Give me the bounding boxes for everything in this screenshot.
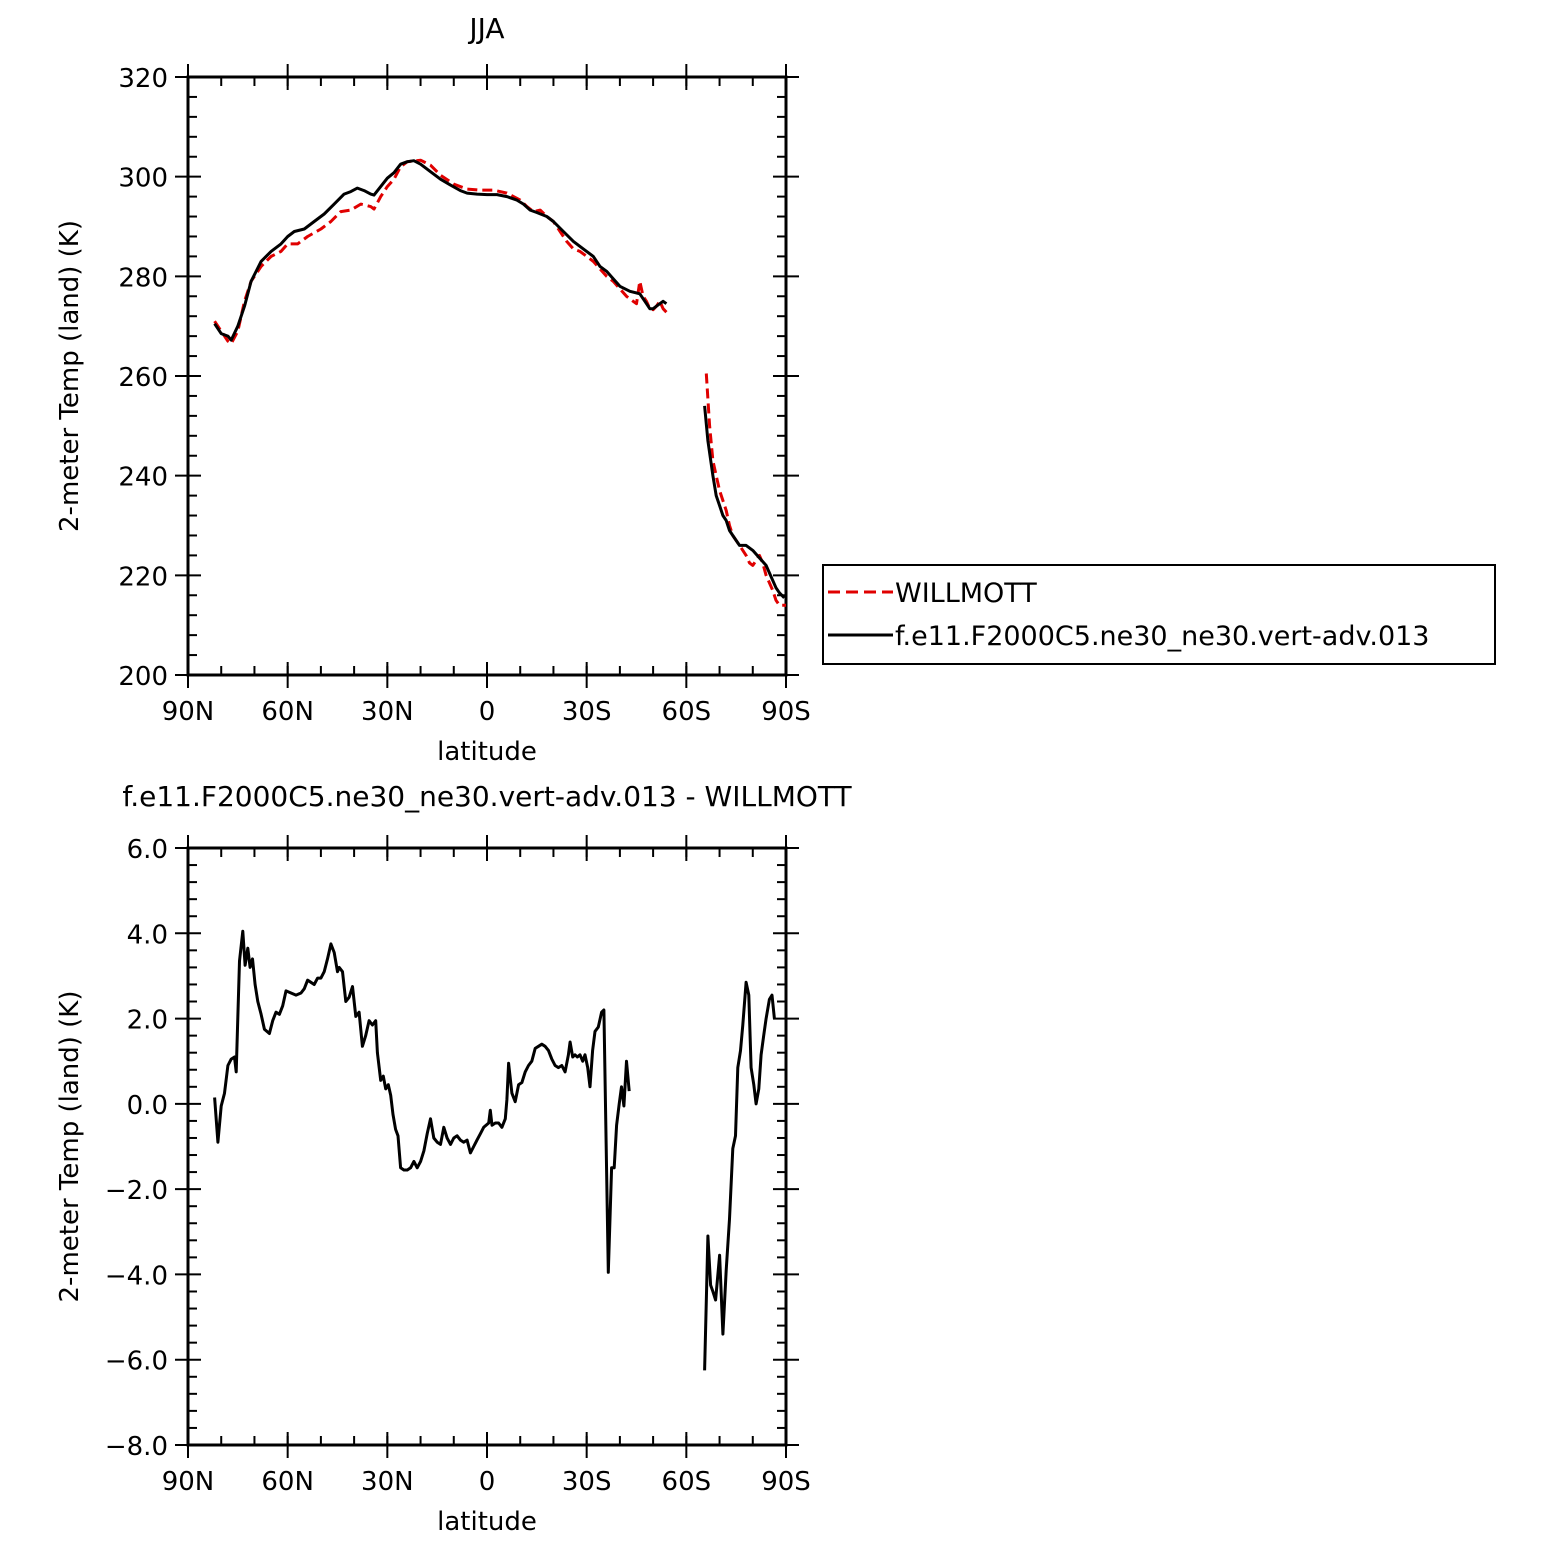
x-tick-label: 60N bbox=[261, 697, 314, 727]
plot-frame bbox=[186, 75, 788, 677]
x-tick-label: 30S bbox=[562, 1467, 612, 1497]
x-tick-label: 0 bbox=[479, 1467, 496, 1497]
y-tick-label: −4.0 bbox=[105, 1261, 168, 1291]
x-tick-label: 60S bbox=[662, 697, 712, 727]
series-line-willmott bbox=[213, 158, 668, 346]
bottom-chart-title: f.e11.F2000C5.ne30_ne30.vert-adv.013 - W… bbox=[122, 780, 852, 813]
series-line-willmott bbox=[704, 373, 786, 607]
series-line-model bbox=[703, 980, 776, 1371]
difference-chart: 90N 60N 30N 0 30S 60S 90S −8.0 −6.0 −4.0 −2.0 0.0 2.… bbox=[55, 835, 811, 1537]
y-tick-label: 300 bbox=[118, 164, 168, 194]
x-tick-label: 90S bbox=[761, 1467, 811, 1497]
x-tick-label: 60N bbox=[261, 1467, 314, 1497]
y-tick-label: 200 bbox=[118, 662, 168, 692]
x-axis-label: latitude bbox=[437, 737, 537, 767]
top-chart-title: JJA bbox=[467, 12, 504, 45]
y-tick-label: 0.0 bbox=[127, 1091, 168, 1121]
y-tick-label: 6.0 bbox=[127, 835, 168, 865]
y-tick-label: 220 bbox=[118, 562, 168, 592]
y-tick-label: −2.0 bbox=[105, 1176, 168, 1206]
legend-label-model: f.e11.F2000C5.ne30_ne30.vert-adv.013 bbox=[895, 621, 1429, 652]
x-tick-label: 0 bbox=[479, 697, 496, 727]
series-line-model bbox=[703, 405, 786, 599]
y-tick-label: 320 bbox=[118, 64, 168, 94]
series-line-model bbox=[213, 159, 668, 342]
y-tick-label: −6.0 bbox=[105, 1347, 168, 1377]
x-tick-label: 90N bbox=[162, 697, 215, 727]
legend-label-willmott: WILLMOTT bbox=[895, 578, 1037, 609]
y-tick-label: 240 bbox=[118, 463, 168, 493]
x-axis-label: latitude bbox=[437, 1507, 537, 1537]
y-tick-label: 260 bbox=[118, 363, 168, 393]
y-axis-label: 2-meter Temp (land) (K) bbox=[55, 991, 85, 1303]
x-tick-label: 30N bbox=[361, 1467, 414, 1497]
plot-frame bbox=[186, 846, 788, 1447]
y-axis-label: 2-meter Temp (land) (K) bbox=[55, 220, 85, 532]
legend-box bbox=[822, 564, 1496, 665]
y-tick-label: −8.0 bbox=[105, 1432, 168, 1462]
x-tick-label: 90S bbox=[761, 697, 811, 727]
x-tick-label: 30S bbox=[562, 697, 612, 727]
series-line-model bbox=[213, 929, 631, 1274]
x-tick-label: 60S bbox=[662, 1467, 712, 1497]
temperature-chart: 90N 60N 30N 0 30S 60S 90S 200 220 240 260 280 300 320… bbox=[55, 64, 811, 767]
y-tick-label: 4.0 bbox=[127, 920, 168, 950]
y-tick-label: 280 bbox=[118, 263, 168, 293]
x-tick-label: 30N bbox=[361, 697, 414, 727]
legend: WILLMOTT f.e11.F2000C5.ne30_ne30.vert-ad… bbox=[822, 564, 1496, 665]
x-tick-label: 90N bbox=[162, 1467, 215, 1497]
y-tick-label: 2.0 bbox=[127, 1006, 168, 1036]
